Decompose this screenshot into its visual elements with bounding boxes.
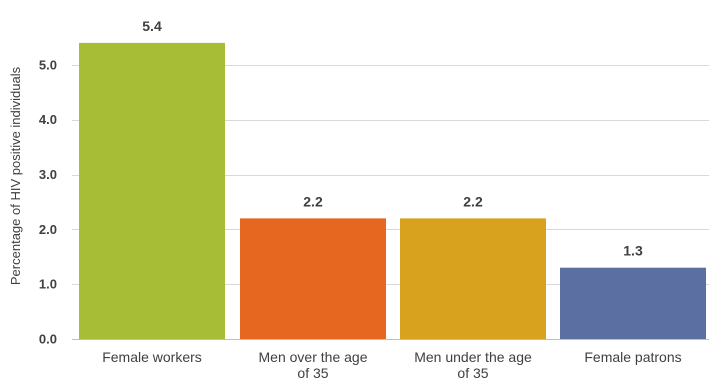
x-category-label-line: of 35 — [297, 365, 328, 381]
x-category-label-line: Female patrons — [584, 349, 681, 365]
x-category-label: Men over the age of 35 — [259, 349, 368, 381]
data-label: 2.2 — [303, 193, 323, 209]
y-tick-label: 3.0 — [39, 167, 57, 182]
x-category-label-line: Men over the age — [259, 349, 368, 365]
x-category-label: Female patrons — [584, 349, 681, 365]
y-tick-label: 5.0 — [39, 57, 57, 72]
data-label: 2.2 — [463, 193, 483, 209]
y-tick-labels: 0.0 1.0 2.0 3.0 4.0 5.0 — [39, 57, 57, 346]
x-category-label: Men under the age of 35 — [414, 349, 532, 381]
bar — [240, 218, 386, 339]
bars — [79, 42, 706, 340]
y-tick-label: 2.0 — [39, 222, 57, 237]
x-category-label-line: Female workers — [102, 349, 202, 365]
data-labels: 5.4 2.2 2.2 1.3 — [142, 18, 643, 259]
y-axis-title: Percentage of HIV positive individuals — [8, 66, 23, 285]
bar — [79, 42, 225, 340]
bar — [400, 218, 546, 339]
x-category-label-line: Men under the age — [414, 349, 532, 365]
y-tick-label: 4.0 — [39, 112, 57, 127]
x-category-label: Female workers — [102, 349, 202, 365]
y-tick-label: 1.0 — [39, 277, 57, 292]
data-label: 1.3 — [623, 243, 643, 259]
x-category-label-line: of 35 — [457, 365, 488, 381]
data-label: 5.4 — [142, 18, 162, 34]
bar — [560, 267, 706, 339]
y-tick-label: 0.0 — [39, 332, 57, 347]
